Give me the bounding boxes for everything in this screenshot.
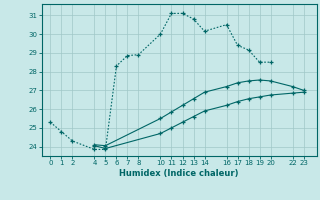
X-axis label: Humidex (Indice chaleur): Humidex (Indice chaleur) <box>119 169 239 178</box>
